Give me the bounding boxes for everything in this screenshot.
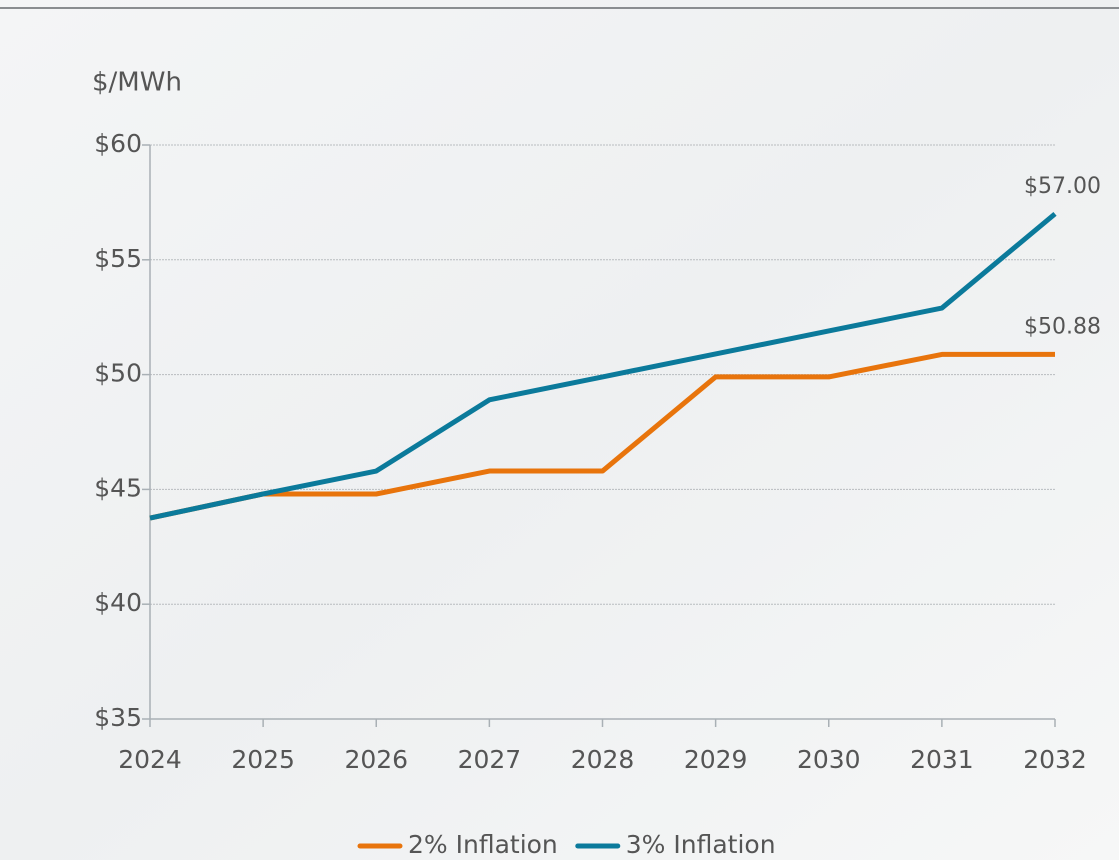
x-tick-label: 2032 <box>1023 745 1087 774</box>
x-tick-label: 2026 <box>344 745 408 774</box>
series-line <box>149 211 1057 521</box>
x-tick-label: 2027 <box>458 745 522 774</box>
y-axis-label: $/MWh <box>92 68 182 98</box>
y-tick-label: $35 <box>94 703 142 732</box>
x-tick-label: 2024 <box>118 745 182 774</box>
legend-label: 2% Inflation <box>408 830 558 859</box>
legend-label: 3% Inflation <box>626 830 776 859</box>
data-label: $57.00 <box>1024 174 1101 199</box>
x-tick-label: 2030 <box>797 745 861 774</box>
y-tick-label: $50 <box>94 359 142 388</box>
x-tick-label: 2029 <box>684 745 748 774</box>
y-tick-label: $40 <box>94 588 142 617</box>
y-tick-label: $55 <box>94 244 142 273</box>
y-tick-label: $60 <box>94 129 142 158</box>
y-tick-label: $45 <box>94 473 142 502</box>
series-line <box>149 351 1055 521</box>
data-label: $50.88 <box>1024 314 1101 339</box>
x-tick-label: 2025 <box>231 745 295 774</box>
x-tick-label: 2031 <box>910 745 974 774</box>
x-tick-label: 2028 <box>571 745 635 774</box>
